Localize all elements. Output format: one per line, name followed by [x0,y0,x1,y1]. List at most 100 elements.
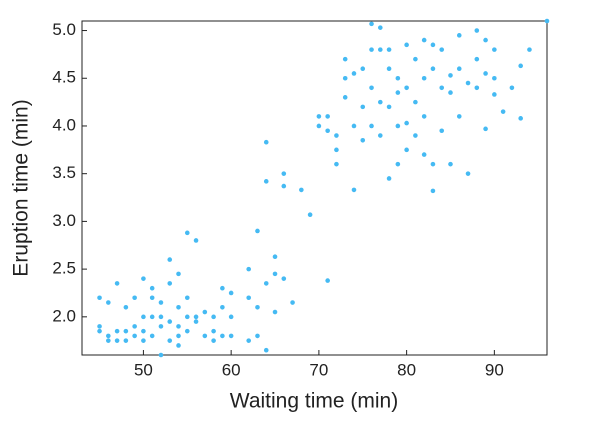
x-axis-label: Waiting time (min) [230,390,398,413]
point [325,278,330,283]
point [220,285,225,291]
point [141,276,146,281]
point [211,338,216,343]
plot-frame [81,20,548,356]
point [290,300,295,305]
point [421,152,427,157]
point [176,304,181,310]
point [263,281,269,286]
point [184,314,190,320]
point [456,114,462,119]
point [483,37,488,43]
point [386,47,392,52]
point [228,314,234,320]
point [378,99,383,105]
point [342,56,348,62]
point [492,75,497,81]
point [421,75,427,81]
point [228,333,234,339]
point [369,47,374,52]
point [114,281,120,286]
y-axis-label: Eruption time (min) [10,99,33,276]
point [474,56,480,62]
point [141,328,146,334]
point [369,123,374,129]
x-tick-label: 50 [134,360,153,379]
point [167,281,173,286]
point [430,161,436,167]
point [158,314,164,320]
point [97,295,102,301]
point [220,304,225,310]
point [527,47,532,52]
point [395,123,401,129]
point [176,271,181,277]
point [474,85,480,91]
point [351,123,357,129]
y-tick-label: 4.5 [52,68,76,87]
y-tick-label: 2.0 [52,306,76,325]
point [474,28,480,33]
point [246,338,251,343]
y-tick-label: 3.0 [52,211,76,230]
point [430,42,436,48]
point [369,21,374,27]
point [316,123,322,129]
point [176,324,181,329]
point [342,75,348,81]
point [518,63,523,69]
point [492,47,497,52]
point [386,104,392,110]
point [465,171,471,176]
point [448,161,453,167]
point [404,147,409,153]
point [448,73,453,78]
point [97,324,102,329]
point [307,212,313,218]
point [421,114,427,119]
point [518,116,523,121]
point [167,338,173,343]
point [158,352,164,358]
point [193,319,199,324]
point [342,95,348,100]
point [378,47,383,52]
point [448,90,453,95]
point [351,187,357,193]
point [228,290,234,296]
point [413,56,418,62]
point [404,42,409,48]
point [114,328,120,334]
point [281,183,287,189]
point [421,37,427,43]
point [351,71,357,76]
point [149,314,155,320]
point [360,137,366,143]
y-tick-label: 4.0 [52,115,76,134]
point [360,104,366,110]
point [255,333,260,339]
point [193,238,199,243]
point [456,66,462,72]
point [106,338,111,343]
point [246,295,251,301]
point [378,133,383,138]
point [176,333,181,339]
point [439,47,445,52]
point [97,328,102,334]
point [193,314,199,320]
point [246,266,251,272]
point [325,114,330,119]
point [456,33,462,38]
point [132,295,137,301]
point [430,66,436,72]
point [386,66,392,72]
point [404,120,409,126]
point [114,338,120,343]
point [413,99,418,105]
point [272,254,278,260]
point [544,18,550,24]
point [211,328,216,334]
point [106,300,111,305]
